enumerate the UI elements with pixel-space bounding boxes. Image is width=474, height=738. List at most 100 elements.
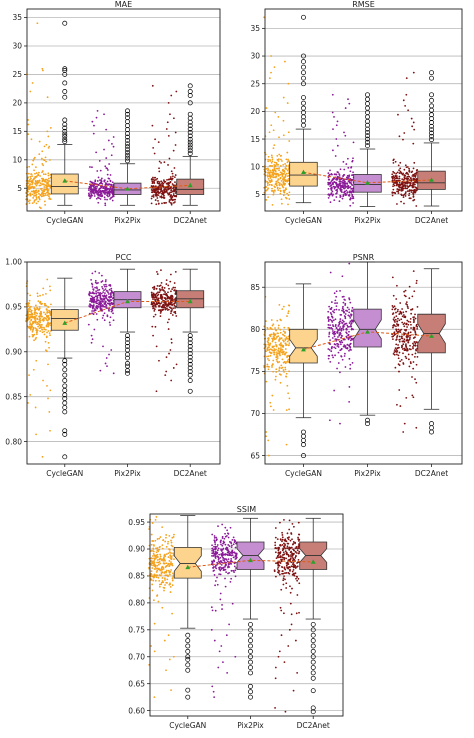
data-point xyxy=(399,167,402,170)
data-point xyxy=(342,320,345,323)
data-point xyxy=(33,177,36,180)
data-point xyxy=(336,144,339,147)
data-point xyxy=(403,338,406,341)
data-point xyxy=(31,193,34,196)
data-point xyxy=(292,553,295,556)
data-point xyxy=(408,192,411,195)
outlier xyxy=(301,64,306,70)
data-point xyxy=(349,182,351,184)
data-point xyxy=(110,154,113,157)
data-point xyxy=(150,543,153,546)
data-point xyxy=(94,187,97,190)
data-point xyxy=(104,280,107,283)
data-point xyxy=(44,156,47,159)
data-point xyxy=(392,312,395,315)
outlier xyxy=(187,142,193,148)
data-point xyxy=(221,523,224,526)
data-point xyxy=(169,573,171,576)
data-point xyxy=(287,203,289,206)
data-point xyxy=(164,291,167,293)
data-point xyxy=(337,362,340,364)
data-point xyxy=(27,180,29,182)
box xyxy=(50,173,79,195)
data-point xyxy=(228,623,231,626)
data-point xyxy=(334,323,337,326)
data-point xyxy=(343,191,345,194)
data-point xyxy=(297,547,300,550)
data-point xyxy=(275,175,277,178)
data-point xyxy=(394,350,397,353)
data-point xyxy=(411,175,414,177)
data-point xyxy=(411,170,414,173)
data-point xyxy=(334,347,337,350)
outlier xyxy=(187,115,193,121)
data-point xyxy=(347,98,349,101)
data-point xyxy=(392,326,394,329)
data-point xyxy=(415,279,418,282)
data-point xyxy=(231,539,234,541)
data-point xyxy=(412,186,414,189)
data-point xyxy=(412,342,414,345)
data-point xyxy=(397,113,399,116)
data-point xyxy=(163,287,166,289)
data-point xyxy=(88,185,91,188)
data-point xyxy=(337,336,339,338)
data-point xyxy=(331,173,333,176)
data-point xyxy=(278,187,281,190)
data-point xyxy=(173,167,176,169)
outlier xyxy=(365,417,370,423)
data-point xyxy=(103,289,105,292)
data-point xyxy=(413,182,415,184)
data-point xyxy=(414,172,416,175)
data-point xyxy=(275,180,278,183)
mean-marker xyxy=(301,346,306,352)
data-point xyxy=(27,402,29,404)
data-point xyxy=(29,199,31,202)
data-point xyxy=(217,547,220,550)
data-point xyxy=(92,288,95,291)
data-point xyxy=(92,132,95,135)
data-point xyxy=(49,429,51,432)
data-point xyxy=(285,197,288,200)
data-point xyxy=(231,551,233,553)
outlier xyxy=(125,119,130,125)
data-point xyxy=(407,353,410,356)
data-point xyxy=(95,292,98,295)
data-point xyxy=(284,540,287,542)
jitter-points xyxy=(210,523,238,699)
data-point xyxy=(104,202,107,205)
data-point xyxy=(272,333,275,336)
data-point xyxy=(29,175,32,178)
data-point xyxy=(296,594,299,596)
data-point xyxy=(349,204,352,207)
data-point xyxy=(328,193,331,196)
data-point xyxy=(109,316,112,319)
data-point xyxy=(158,291,161,294)
data-point xyxy=(266,181,269,184)
data-point xyxy=(232,556,235,559)
data-point xyxy=(416,355,419,358)
data-point xyxy=(413,161,416,164)
data-point xyxy=(343,180,346,183)
data-point xyxy=(329,271,332,274)
data-point xyxy=(288,536,290,539)
data-point xyxy=(213,573,216,576)
outlier xyxy=(125,152,130,158)
outlier xyxy=(185,643,191,649)
data-point xyxy=(159,312,162,314)
data-point xyxy=(165,370,168,373)
y-tick-label: 70 xyxy=(250,409,260,418)
data-point xyxy=(28,186,30,189)
data-point xyxy=(272,147,275,150)
data-point xyxy=(31,202,34,205)
data-point xyxy=(290,561,293,564)
data-point xyxy=(294,556,297,559)
data-point xyxy=(277,163,280,166)
data-point xyxy=(89,300,91,303)
data-point xyxy=(106,365,108,368)
data-point xyxy=(32,197,35,199)
data-point xyxy=(267,155,270,158)
outlier xyxy=(125,368,130,374)
data-point xyxy=(277,551,280,554)
